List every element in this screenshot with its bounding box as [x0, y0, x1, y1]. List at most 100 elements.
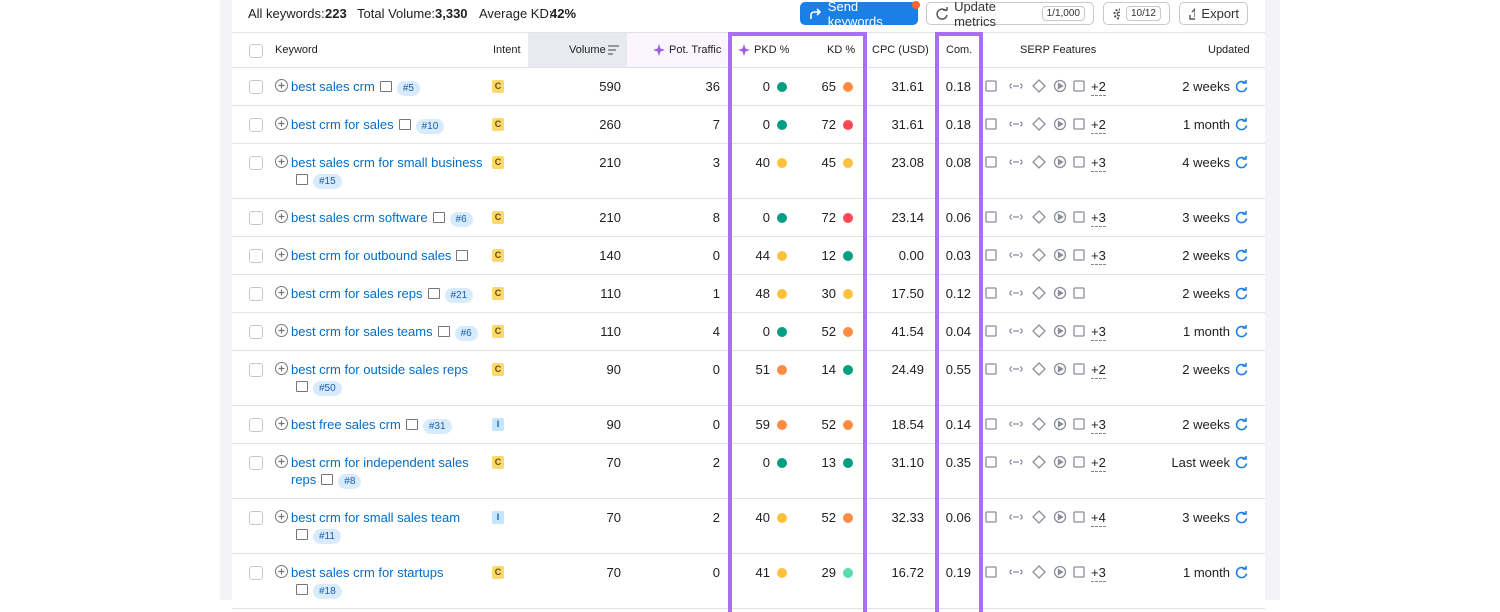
- add-icon[interactable]: [275, 324, 288, 337]
- select-all-checkbox[interactable]: [249, 44, 263, 58]
- table-row: best sales crm software #6 C 210 8 0 72 23.14 0.…: [232, 199, 1265, 237]
- serp-more[interactable]: +2: [1091, 455, 1106, 472]
- keyword-link[interactable]: best sales crm for small business: [291, 155, 483, 170]
- refresh-button[interactable]: [1235, 325, 1248, 338]
- serp-snapshot-icon[interactable]: [427, 288, 440, 299]
- keyword-link[interactable]: best crm for sales: [291, 117, 394, 132]
- pkd-dot: [777, 513, 787, 523]
- row-checkbox[interactable]: [249, 325, 263, 339]
- refresh-button[interactable]: [1235, 118, 1248, 131]
- serp-more[interactable]: +3: [1091, 565, 1106, 582]
- serp-more[interactable]: +2: [1091, 362, 1106, 379]
- add-icon[interactable]: [275, 286, 288, 299]
- serp-snapshot-icon[interactable]: [405, 419, 418, 430]
- serp-snapshot-icon[interactable]: [321, 474, 334, 485]
- serp-more[interactable]: +2: [1091, 117, 1106, 134]
- row-checkbox[interactable]: [249, 363, 263, 377]
- keyword-cell: best crm for outside sales reps #50: [291, 351, 485, 405]
- keyword-cell: best crm for independent sales reps #8: [291, 444, 485, 498]
- keyword-link[interactable]: best sales crm: [291, 79, 375, 94]
- refresh-button[interactable]: [1235, 456, 1248, 469]
- keyword-link[interactable]: best crm for independent sales reps: [291, 455, 469, 487]
- refresh-button[interactable]: [1235, 363, 1248, 376]
- refresh-button[interactable]: [1235, 511, 1248, 524]
- refresh-button[interactable]: [1235, 80, 1248, 93]
- row-checkbox[interactable]: [249, 249, 263, 263]
- com-cell: 0.06: [945, 210, 971, 225]
- serp-snapshot-icon[interactable]: [296, 381, 308, 392]
- table-row: best crm for outside sales reps #50 C 90 0 51…: [232, 351, 1265, 406]
- row-checkbox[interactable]: [249, 566, 263, 580]
- add-icon[interactable]: [275, 565, 288, 578]
- row-checkbox[interactable]: [249, 118, 263, 132]
- keyword-link[interactable]: best sales crm software: [291, 210, 428, 225]
- keyword-link[interactable]: best sales crm for startups: [291, 565, 444, 580]
- intent-badge: C: [492, 118, 504, 131]
- add-icon[interactable]: [275, 417, 288, 430]
- kd-dot: [843, 513, 853, 523]
- serp-features: [985, 565, 1105, 579]
- refresh-button[interactable]: [1235, 156, 1248, 169]
- refresh-button[interactable]: [1235, 287, 1248, 300]
- refresh-button[interactable]: [1235, 249, 1248, 262]
- add-icon[interactable]: [275, 79, 288, 92]
- serp-snapshot-icon[interactable]: [379, 81, 392, 92]
- update-metrics-button[interactable]: Update metrics 1/1,000: [926, 0, 1094, 29]
- serp-snapshot-icon[interactable]: [296, 584, 308, 595]
- row-checkbox[interactable]: [249, 80, 263, 94]
- add-icon[interactable]: [275, 248, 288, 261]
- serp-snapshot-icon[interactable]: [296, 529, 308, 540]
- row-checkbox[interactable]: [249, 287, 263, 301]
- export-button[interactable]: Export: [1179, 2, 1248, 25]
- add-icon[interactable]: [275, 210, 288, 223]
- keyword-cell: best crm for sales teams #6: [291, 313, 485, 350]
- serp-snapshot-icon[interactable]: [398, 119, 411, 130]
- updated-cell: Last week: [1171, 455, 1230, 470]
- highlight-box: [728, 32, 867, 612]
- keyword-link[interactable]: best crm for outbound sales: [291, 248, 452, 263]
- serp-snapshot-icon[interactable]: [456, 250, 469, 261]
- row-checkbox[interactable]: [249, 156, 263, 170]
- kd-cell: 52: [821, 510, 836, 525]
- serp-more[interactable]: +3: [1091, 324, 1106, 341]
- add-icon[interactable]: [275, 362, 288, 375]
- serp-more[interactable]: +3: [1091, 417, 1106, 434]
- add-icon[interactable]: [275, 117, 288, 130]
- add-icon[interactable]: [275, 455, 288, 468]
- serp-more[interactable]: +3: [1091, 155, 1106, 172]
- row-checkbox[interactable]: [249, 511, 263, 525]
- rank-badge: #15: [313, 174, 342, 189]
- traffic-cell: 0: [712, 362, 720, 377]
- row-checkbox[interactable]: [249, 456, 263, 470]
- rank-badge: #8: [338, 474, 362, 489]
- add-icon[interactable]: [275, 510, 288, 523]
- table-row: best free sales crm #31 I 90 0 59 52 18.54 0.14 +…: [232, 406, 1265, 444]
- refresh-button[interactable]: [1235, 418, 1248, 431]
- serp-snapshot-icon[interactable]: [432, 212, 445, 223]
- settings-button[interactable]: 10/12: [1103, 2, 1170, 25]
- keyword-link[interactable]: best crm for small sales team: [291, 510, 461, 525]
- com-cell: 0.08: [945, 155, 971, 170]
- kd-cell: 30: [821, 286, 836, 301]
- send-keywords-button[interactable]: Send keywords: [800, 0, 918, 29]
- row-checkbox[interactable]: [249, 211, 263, 225]
- serp-snapshot-icon[interactable]: [437, 326, 450, 337]
- row-checkbox[interactable]: [249, 418, 263, 432]
- pkd-cell: 0: [762, 79, 770, 94]
- refresh-button[interactable]: [1235, 211, 1248, 224]
- add-icon[interactable]: [275, 155, 288, 168]
- refresh-button[interactable]: [1235, 566, 1248, 579]
- serp-more[interactable]: +4: [1091, 510, 1106, 527]
- keyword-link[interactable]: best crm for sales teams: [291, 324, 433, 339]
- keyword-link[interactable]: best crm for outside sales reps: [291, 362, 469, 377]
- serp-more[interactable]: +2: [1091, 79, 1106, 96]
- keyword-cell: best crm for sales reps #21: [291, 275, 485, 312]
- keyword-extras: #18: [291, 582, 342, 599]
- keyword-link[interactable]: best crm for sales reps: [291, 286, 423, 301]
- serp-more[interactable]: +3: [1091, 248, 1106, 265]
- com-cell: 0.06: [945, 510, 971, 525]
- kd-dot: [843, 420, 853, 430]
- serp-snapshot-icon[interactable]: [296, 174, 308, 185]
- serp-more[interactable]: +3: [1091, 210, 1106, 227]
- keyword-link[interactable]: best free sales crm: [291, 417, 401, 432]
